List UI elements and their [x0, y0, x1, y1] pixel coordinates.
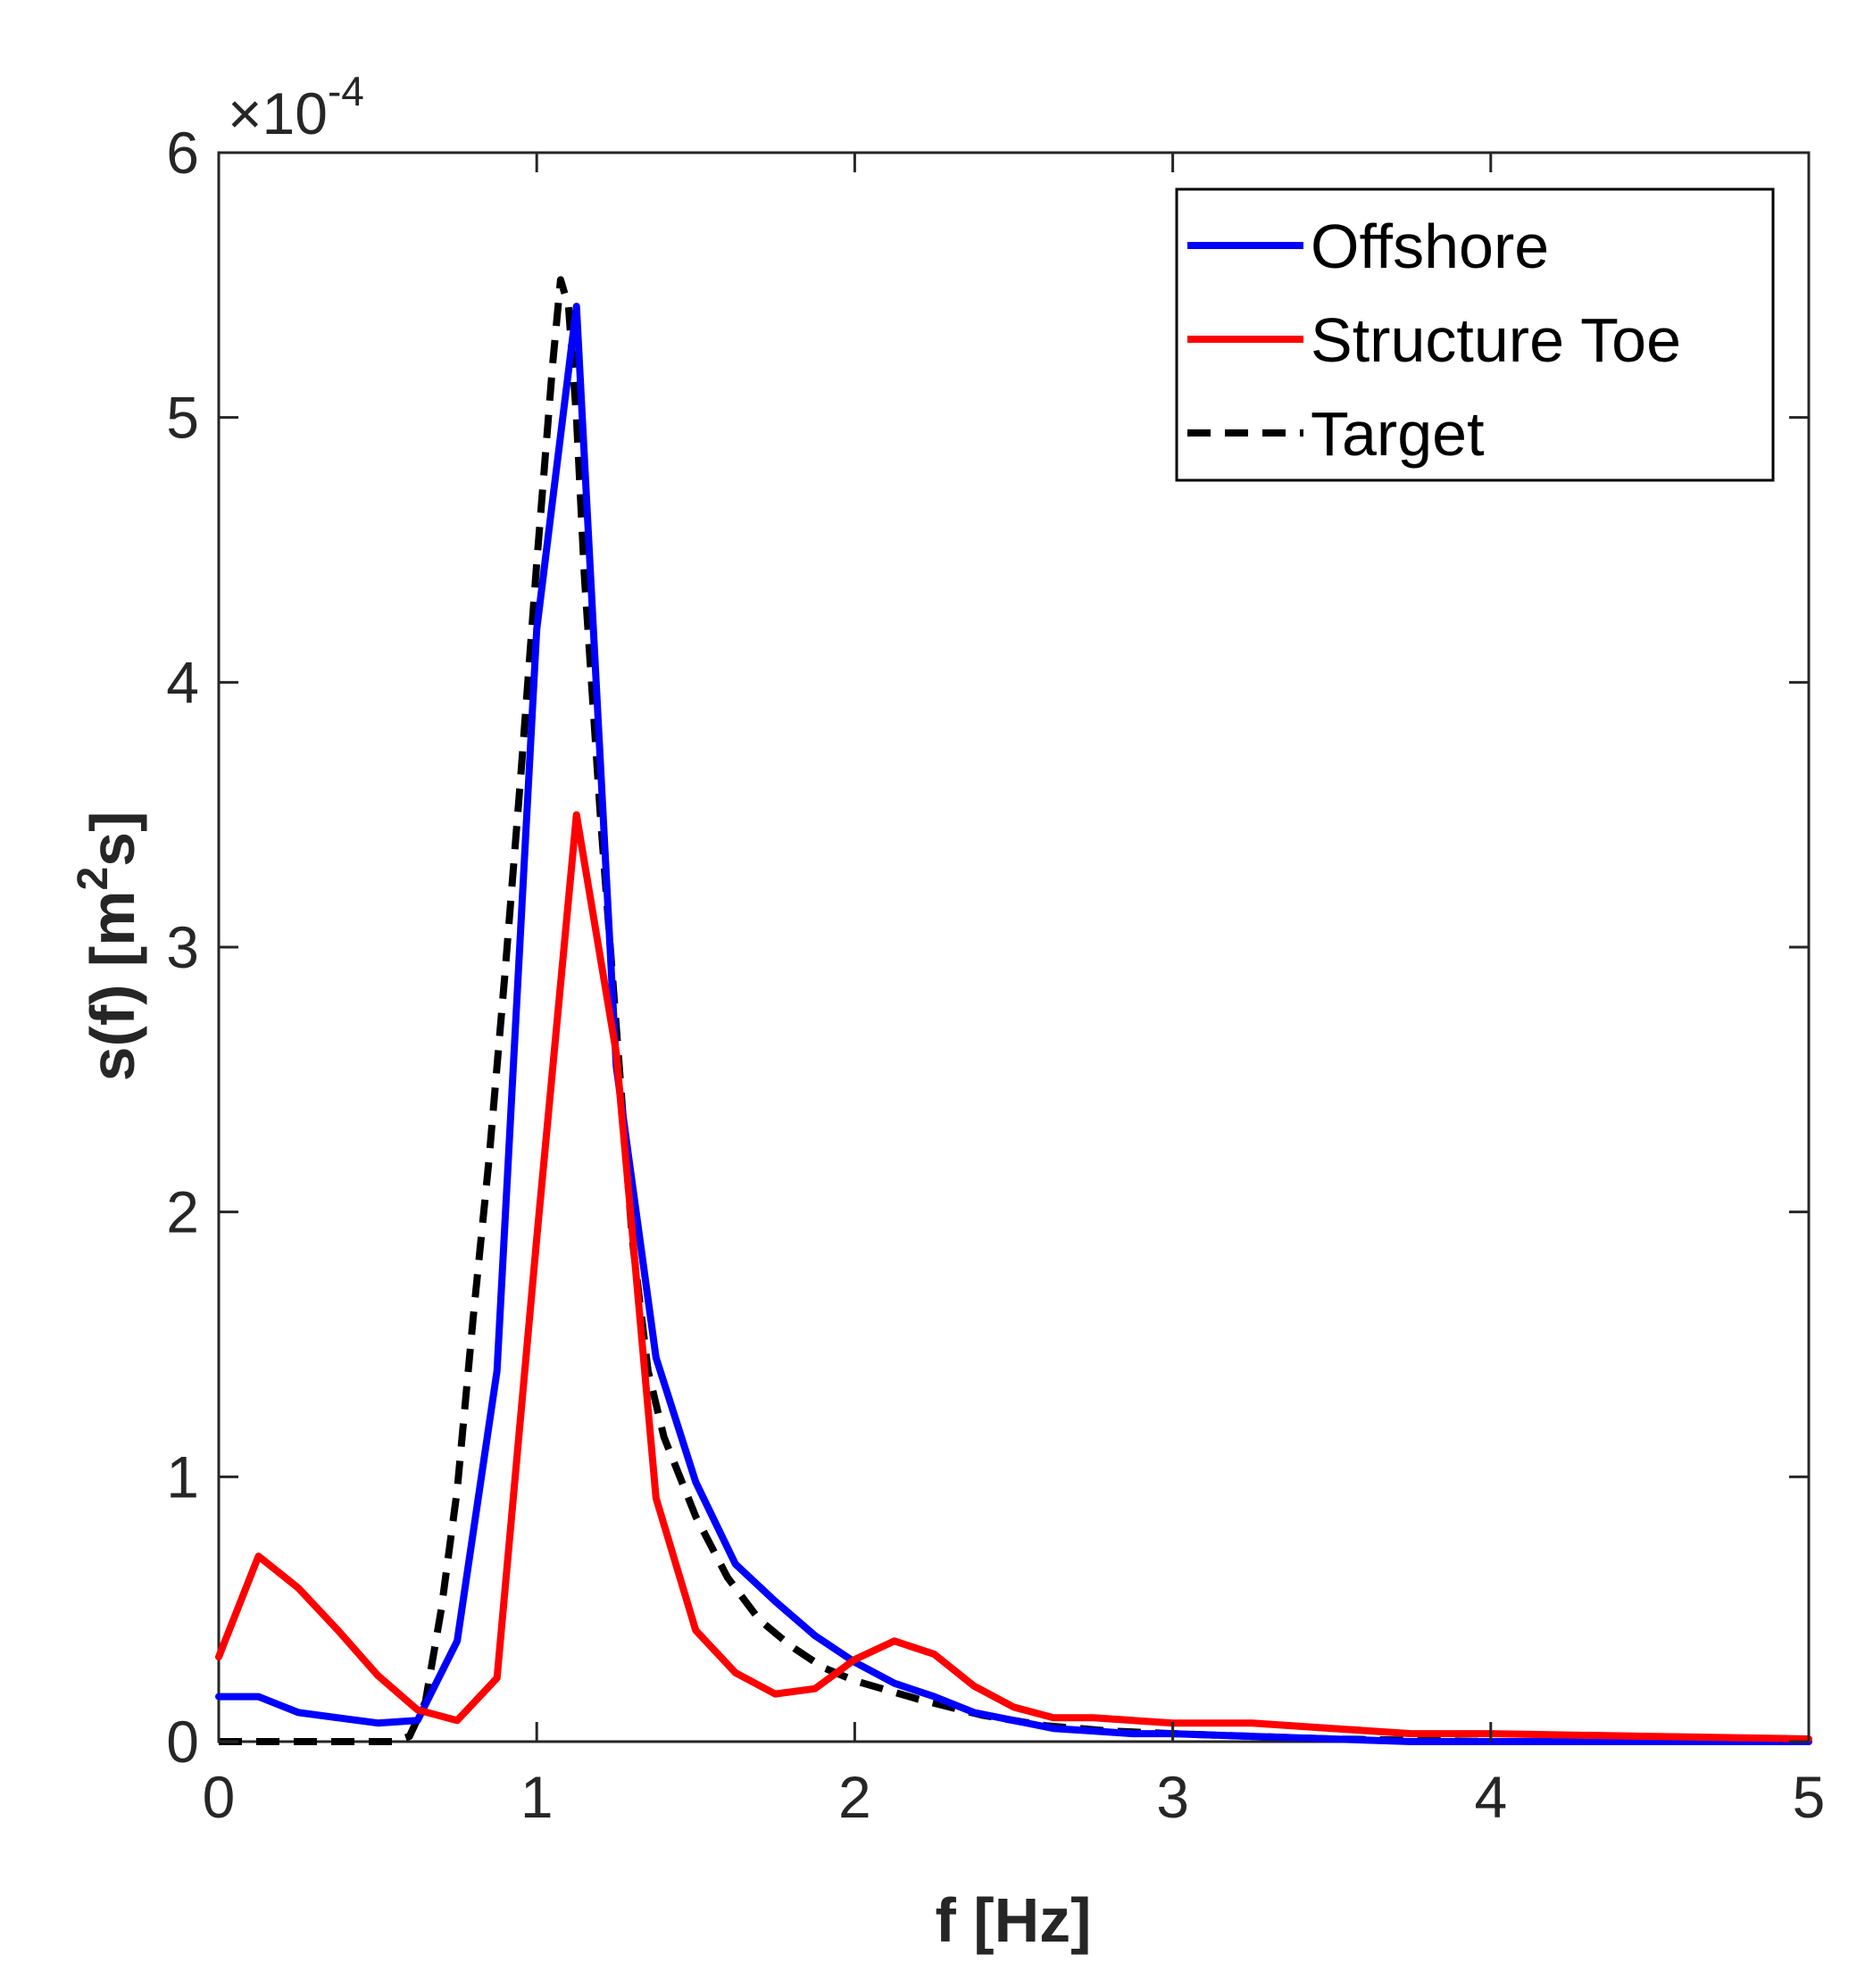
legend-label-target: Target [1311, 399, 1485, 469]
x-tick-label: 0 [203, 1764, 236, 1830]
x-tick-label: 1 [520, 1764, 554, 1830]
y-tick-label: 3 [166, 914, 199, 980]
y-axis-label-superscript: 2 [70, 867, 117, 891]
y-tick-label: 5 [166, 385, 199, 451]
y-tick-label: 0 [166, 1709, 199, 1775]
series-layer [215, 276, 1812, 1745]
x-tick-label: 2 [838, 1764, 871, 1830]
x-axis-label: f [Hz] [936, 1885, 1092, 1955]
y-scale-factor: ×10-4 [228, 68, 364, 146]
y-axis-label-main: s(f) [m [78, 891, 147, 1082]
y-tick-label: 1 [166, 1443, 199, 1510]
x-tick-label: 4 [1474, 1764, 1507, 1830]
y-scale-base: ×10 [228, 80, 328, 146]
legend-label-offshore: Offshore [1311, 212, 1549, 281]
x-tick-label: 5 [1793, 1764, 1826, 1830]
y-tick-label: 2 [166, 1179, 199, 1245]
y-axis-label-tail: s] [78, 811, 147, 867]
series-line-structure-toe [215, 811, 1812, 1743]
y-tick-label: 6 [166, 120, 199, 186]
y-axis-label: s(f) [m2s] [70, 811, 147, 1082]
x-tick-label: 3 [1156, 1764, 1189, 1830]
tick-layer: 0 1 2 3 4 5 0 1 2 3 4 5 6 [166, 120, 1825, 1830]
y-scale-exponent: -4 [328, 68, 364, 114]
legend: Offshore Structure Toe Target [1175, 187, 1775, 482]
legend-label-structure-toe: Structure Toe [1311, 305, 1681, 375]
series-line-offshore [215, 303, 1812, 1745]
y-tick-label: 4 [166, 649, 199, 715]
